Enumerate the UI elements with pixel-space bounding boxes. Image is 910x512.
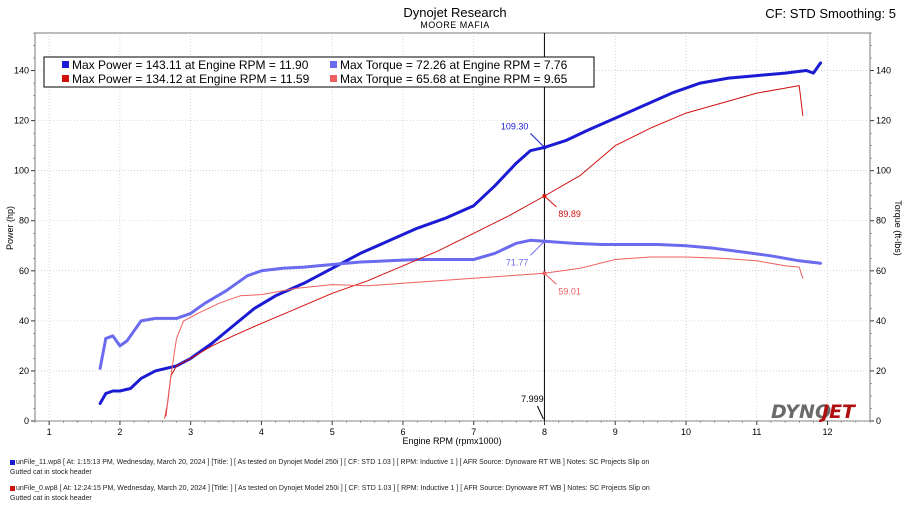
- cursor-value-label: 7.999: [521, 394, 544, 404]
- y-tick-label: 20: [19, 366, 29, 376]
- rpm-cursor[interactable]: 7.999: [521, 33, 545, 421]
- annotation-label-0: 109.30: [501, 121, 529, 131]
- y2-tick-label: 120: [876, 116, 891, 126]
- x-tick-label: 6: [400, 427, 405, 437]
- x-tick-label: 12: [823, 427, 833, 437]
- annotation-label-1: 89.89: [558, 209, 581, 219]
- y2-tick-label: 100: [876, 166, 891, 176]
- dynojet-logo: DYNO JET: [771, 401, 857, 423]
- legend-swatch-3: [330, 75, 337, 82]
- x-tick-label: 10: [681, 427, 691, 437]
- x-tick-label: 3: [188, 427, 193, 437]
- y2-tick-label: 40: [876, 316, 886, 326]
- value-annotations: 109.30 89.89 71.77 59.01: [501, 121, 581, 296]
- annotation-point-3: [542, 271, 547, 276]
- legend-swatch-0: [62, 61, 69, 68]
- series-lines: [98, 61, 822, 419]
- file-swatch-1: [10, 485, 15, 491]
- x-tick-label: 8: [542, 427, 547, 437]
- legend-entry-2: Max Power = 134.12 at Engine RPM = 11.59: [72, 72, 310, 86]
- annotation-point-0: [542, 145, 547, 150]
- y2-tick-label: 140: [876, 66, 891, 76]
- file-info-0-line1: unFile_11.wp8 [ At: 1:15:13 PM, Wednesda…: [16, 459, 650, 466]
- chart-title: Dynojet Research: [403, 5, 507, 20]
- y-tick-label: 80: [19, 216, 29, 226]
- x-tick-label: 11: [752, 427, 761, 437]
- x-axis-label: Engine RPM (rpmx1000): [402, 436, 501, 446]
- logo-jet: JET: [818, 401, 857, 423]
- annotation-leader-3: [544, 272, 557, 285]
- legend-entry-0: Max Power = 143.11 at Engine RPM = 11.90: [72, 58, 309, 72]
- y2-axis-label: Torque (ft-lbs): [893, 200, 903, 256]
- legend-entry-1: Max Torque = 72.26 at Engine RPM = 7.76: [340, 58, 568, 72]
- file-info-1-line1: unFile_0.wp8 [ At: 12:24:15 PM, Wednesda…: [16, 485, 650, 492]
- plot-area: [34, 32, 871, 422]
- annotation-point-2: [542, 239, 547, 244]
- y-tick-label: 0: [24, 416, 29, 426]
- y2-tick-label: 80: [876, 216, 886, 226]
- y-tick-label: 100: [14, 166, 29, 176]
- series-line-3: [164, 256, 804, 419]
- y-axis-label: Power (hp): [5, 206, 15, 250]
- logo-dyno: DYNO: [771, 401, 831, 423]
- file-info-1: unFile_0.wp8 [ At: 12:24:15 PM, Wednesda…: [10, 485, 650, 492]
- legend-box: Max Power = 143.11 at Engine RPM = 11.90…: [43, 56, 595, 88]
- y-tick-label: 140: [14, 66, 29, 76]
- annotation-leader-2: [530, 240, 545, 256]
- y2-tick-label: 20: [876, 366, 886, 376]
- x-axis-ticks: 1 2 3 4 5 6 7 8 9 10 11 12: [34, 421, 871, 437]
- file-info-0-notes: Gutted cat in stock header: [10, 469, 92, 476]
- cursor-arrow: [536, 405, 544, 420]
- file-info-0: unFile_11.wp8 [ At: 1:15:13 PM, Wednesda…: [10, 459, 649, 466]
- y2-tick-label: 60: [876, 266, 886, 276]
- legend-swatch-2: [62, 75, 69, 82]
- annotation-leader-1: [544, 195, 557, 208]
- x-tick-label: 5: [330, 427, 335, 437]
- x-tick-label: 4: [259, 427, 264, 437]
- annotation-label-2: 71.77: [506, 257, 529, 267]
- x-tick-label: 7: [471, 427, 476, 437]
- annotation-leader-0: [530, 133, 545, 148]
- correction-factor-label: CF: STD Smoothing: 5: [765, 6, 896, 21]
- y-tick-label: 60: [19, 266, 29, 276]
- y2-tick-label: 0: [876, 416, 881, 426]
- legend-swatch-1: [330, 61, 337, 68]
- series-line-0: [98, 61, 822, 405]
- series-line-1: [98, 238, 822, 370]
- x-tick-label: 9: [613, 427, 618, 437]
- x-tick-label: 1: [47, 427, 52, 437]
- file-info-1-notes: Gutted cat in stock header: [10, 495, 92, 502]
- annotation-point-1: [542, 193, 547, 198]
- y-axis-ticks: 0 0 20 20 40 40 60 60 80 80 100 100 120 120 140 140: [14, 32, 891, 426]
- annotation-label-3: 59.01: [558, 286, 581, 296]
- chart-subtitle: MOORE MAFIA: [420, 20, 490, 30]
- file-swatch-0: [10, 459, 15, 465]
- series-line-2: [165, 85, 804, 417]
- y-tick-label: 120: [14, 116, 29, 126]
- legend-entry-3: Max Torque = 65.68 at Engine RPM = 9.65: [340, 72, 568, 86]
- y-tick-label: 40: [19, 316, 29, 326]
- x-tick-label: 2: [117, 427, 122, 437]
